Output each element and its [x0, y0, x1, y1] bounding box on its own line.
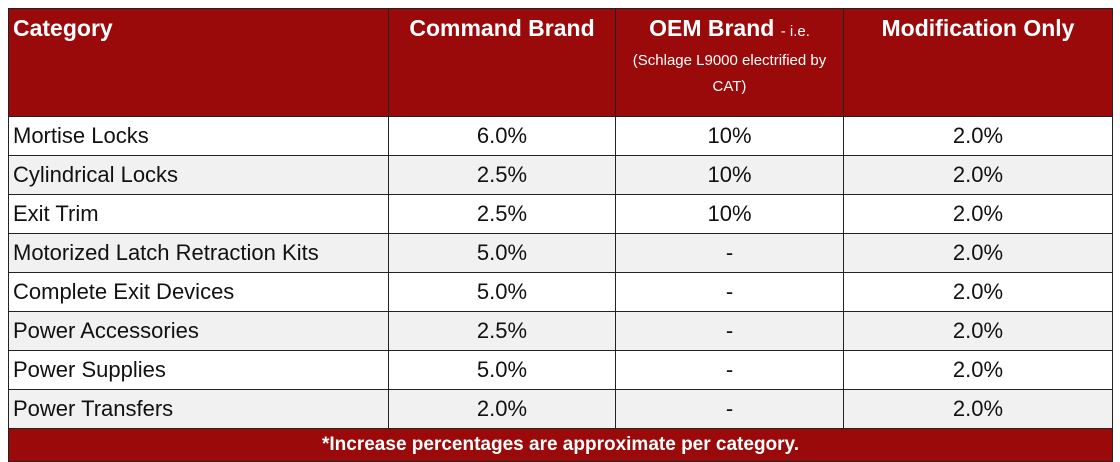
- header-cell: Category: [8, 8, 389, 117]
- table-row: Complete Exit Devices 5.0% -2.0%: [8, 272, 1113, 312]
- value-cell: 2.5%: [388, 194, 616, 234]
- category-cell: Power Supplies: [8, 350, 389, 390]
- category-cell: Power Accessories: [8, 311, 389, 351]
- value-cell: 5.0%: [388, 233, 616, 273]
- value-cell: 2.0%: [843, 272, 1113, 312]
- value-cell: 2.0%: [843, 350, 1113, 390]
- rates-table: Category Command Brand OEM Brand - i.e. …: [8, 8, 1113, 462]
- value-cell: 10%: [615, 194, 844, 234]
- header-note: (Schlage L9000 electrified by CAT): [632, 52, 827, 95]
- value-cell: 2.0%: [843, 389, 1113, 429]
- value-cell: 2.0%: [843, 233, 1113, 273]
- value-cell: 2.5%: [388, 311, 616, 351]
- header-text: OEM Brand: [649, 15, 775, 41]
- table-row: Motorized Latch Retraction Kits 5.0% -2.0%: [8, 233, 1113, 273]
- value-cell: -: [615, 350, 844, 390]
- header-cell: OEM Brand - i.e. (Schlage L9000 electrif…: [615, 8, 844, 117]
- category-cell: Complete Exit Devices: [8, 272, 389, 312]
- table-header: Category Command Brand OEM Brand - i.e. …: [8, 8, 1113, 117]
- value-cell: 10%: [615, 116, 844, 156]
- header-cell: Command Brand: [388, 8, 616, 117]
- category-cell: Mortise Locks: [8, 116, 389, 156]
- table-row: Power Accessories 2.5% -2.0%: [8, 311, 1113, 351]
- category-cell: Exit Trim: [8, 194, 389, 234]
- value-cell: -: [615, 389, 844, 429]
- header-row: Category Command Brand OEM Brand - i.e. …: [8, 8, 1113, 117]
- value-cell: 2.0%: [843, 194, 1113, 234]
- header-cell: Modification Only: [843, 8, 1113, 117]
- table-row: Exit Trim 2.5% 10% 2.0%: [8, 194, 1113, 234]
- footer-row: *Increase percentages are approximate pe…: [8, 428, 1113, 462]
- value-cell: 5.0%: [388, 350, 616, 390]
- table-row: Cylindrical Locks 2.5% 10% 2.0%: [8, 155, 1113, 195]
- value-cell: -: [615, 311, 844, 351]
- table-row: Power Transfers 2.0% -2.0%: [8, 389, 1113, 429]
- category-cell: Power Transfers: [8, 389, 389, 429]
- value-cell: 2.0%: [843, 311, 1113, 351]
- category-cell: Motorized Latch Retraction Kits: [8, 233, 389, 273]
- table-footer: *Increase percentages are approximate pe…: [8, 428, 1113, 462]
- value-cell: 5.0%: [388, 272, 616, 312]
- value-cell: 2.0%: [388, 389, 616, 429]
- value-cell: 2.5%: [388, 155, 616, 195]
- value-cell: 2.0%: [843, 116, 1113, 156]
- table-row: Power Supplies 5.0% -2.0%: [8, 350, 1113, 390]
- value-cell: 10%: [615, 155, 844, 195]
- value-cell: -: [615, 233, 844, 273]
- table-body: Mortise Locks 6.0% 10% 2.0% Cylindrical Lock…: [8, 116, 1113, 429]
- table-row: Mortise Locks 6.0% 10% 2.0%: [8, 116, 1113, 156]
- category-cell: Cylindrical Locks: [8, 155, 389, 195]
- value-cell: 6.0%: [388, 116, 616, 156]
- header-suffix: - i.e.: [780, 23, 810, 40]
- value-cell: 2.0%: [843, 155, 1113, 195]
- footnote: *Increase percentages are approximate pe…: [8, 428, 1113, 462]
- value-cell: -: [615, 272, 844, 312]
